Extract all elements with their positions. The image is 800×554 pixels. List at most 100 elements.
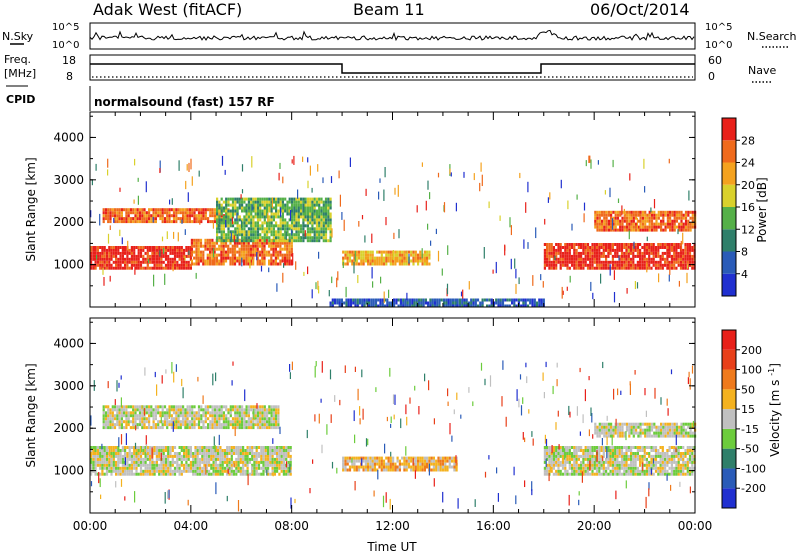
data-cell xyxy=(248,449,251,452)
data-cell xyxy=(162,254,165,258)
data-cell xyxy=(616,246,619,249)
data-cell xyxy=(132,217,135,221)
data-cell xyxy=(155,260,158,264)
data-cell xyxy=(306,200,309,204)
data-cell xyxy=(229,239,232,243)
data-cell xyxy=(92,469,95,473)
data-cell xyxy=(254,244,257,248)
data-cell xyxy=(210,457,213,461)
data-cell xyxy=(648,222,651,226)
data-cell xyxy=(226,466,229,470)
data-cell xyxy=(142,460,145,464)
data-cell xyxy=(268,411,271,415)
data-cell xyxy=(142,246,145,249)
data-cell xyxy=(371,468,374,472)
data-cell xyxy=(113,414,117,418)
data-cell xyxy=(128,466,131,470)
data-cell xyxy=(204,420,207,424)
data-cell xyxy=(112,469,115,473)
data-cell xyxy=(235,457,238,461)
data-cell xyxy=(595,251,599,255)
data-cell xyxy=(671,228,674,232)
data-cell xyxy=(169,460,172,464)
data-cell xyxy=(238,405,241,409)
data-cell xyxy=(168,423,171,427)
data-cell xyxy=(408,301,412,305)
data-cell xyxy=(217,449,220,452)
data-cell xyxy=(652,251,655,255)
data-cell xyxy=(191,214,194,218)
noise-cell xyxy=(542,281,544,288)
data-cell xyxy=(149,469,152,473)
data-cell xyxy=(231,247,234,251)
data-cell xyxy=(238,206,241,210)
data-cell xyxy=(202,414,205,418)
data-cell xyxy=(456,298,459,302)
data-cell xyxy=(623,219,626,223)
data-cell xyxy=(238,408,241,412)
data-cell xyxy=(256,423,260,427)
data-cell xyxy=(575,260,578,264)
data-cell xyxy=(470,298,473,302)
data-cell xyxy=(92,251,95,255)
data-cell xyxy=(653,216,656,220)
data-cell xyxy=(92,463,95,467)
data-cell xyxy=(90,260,93,264)
data-cell xyxy=(104,405,108,409)
data-cell xyxy=(632,263,635,267)
data-cell xyxy=(347,304,350,308)
data-cell xyxy=(151,472,154,476)
data-cell xyxy=(284,233,287,237)
data-cell xyxy=(600,246,603,249)
data-cell xyxy=(229,218,232,222)
data-cell xyxy=(225,206,228,210)
data-cell xyxy=(625,243,628,246)
data-cell xyxy=(99,263,102,267)
data-cell xyxy=(134,411,137,415)
data-cell xyxy=(132,411,135,415)
data-cell xyxy=(356,304,359,308)
noise-cell xyxy=(371,267,373,279)
data-cell xyxy=(141,408,144,412)
data-cell xyxy=(342,250,345,254)
data-cell xyxy=(329,304,332,308)
data-cell xyxy=(591,257,594,261)
data-cell xyxy=(164,460,168,464)
data-cell xyxy=(648,260,651,264)
data-cell xyxy=(360,262,363,266)
data-cell xyxy=(142,472,145,476)
data-cell xyxy=(115,469,118,473)
data-cell xyxy=(675,266,678,270)
data-cell xyxy=(609,248,612,252)
noise-cell xyxy=(443,202,446,213)
data-cell xyxy=(230,472,233,476)
noise-cell xyxy=(585,160,587,167)
data-cell xyxy=(196,452,199,455)
data-cell xyxy=(117,260,120,264)
data-cell xyxy=(670,248,673,252)
noise-cell xyxy=(256,252,258,261)
data-cell xyxy=(627,243,630,246)
data-cell xyxy=(242,463,245,467)
data-cell xyxy=(401,250,404,254)
data-cell xyxy=(139,254,143,258)
data-cell xyxy=(320,233,323,237)
data-cell xyxy=(609,260,612,264)
data-cell xyxy=(149,260,152,264)
data-cell xyxy=(229,411,232,415)
data-cell xyxy=(151,466,154,470)
data-cell xyxy=(595,260,599,264)
data-cell xyxy=(304,203,307,207)
noise-cell xyxy=(113,217,115,223)
data-cell xyxy=(380,459,383,463)
data-cell xyxy=(417,459,420,463)
data-cell xyxy=(620,257,624,261)
data-cell xyxy=(241,411,244,415)
data-cell xyxy=(254,411,257,415)
data-cell xyxy=(577,246,580,249)
data-cell xyxy=(318,227,321,231)
data-cell xyxy=(234,417,237,421)
data-cell xyxy=(120,214,123,218)
data-cell xyxy=(394,468,397,472)
data-cell xyxy=(101,472,104,476)
